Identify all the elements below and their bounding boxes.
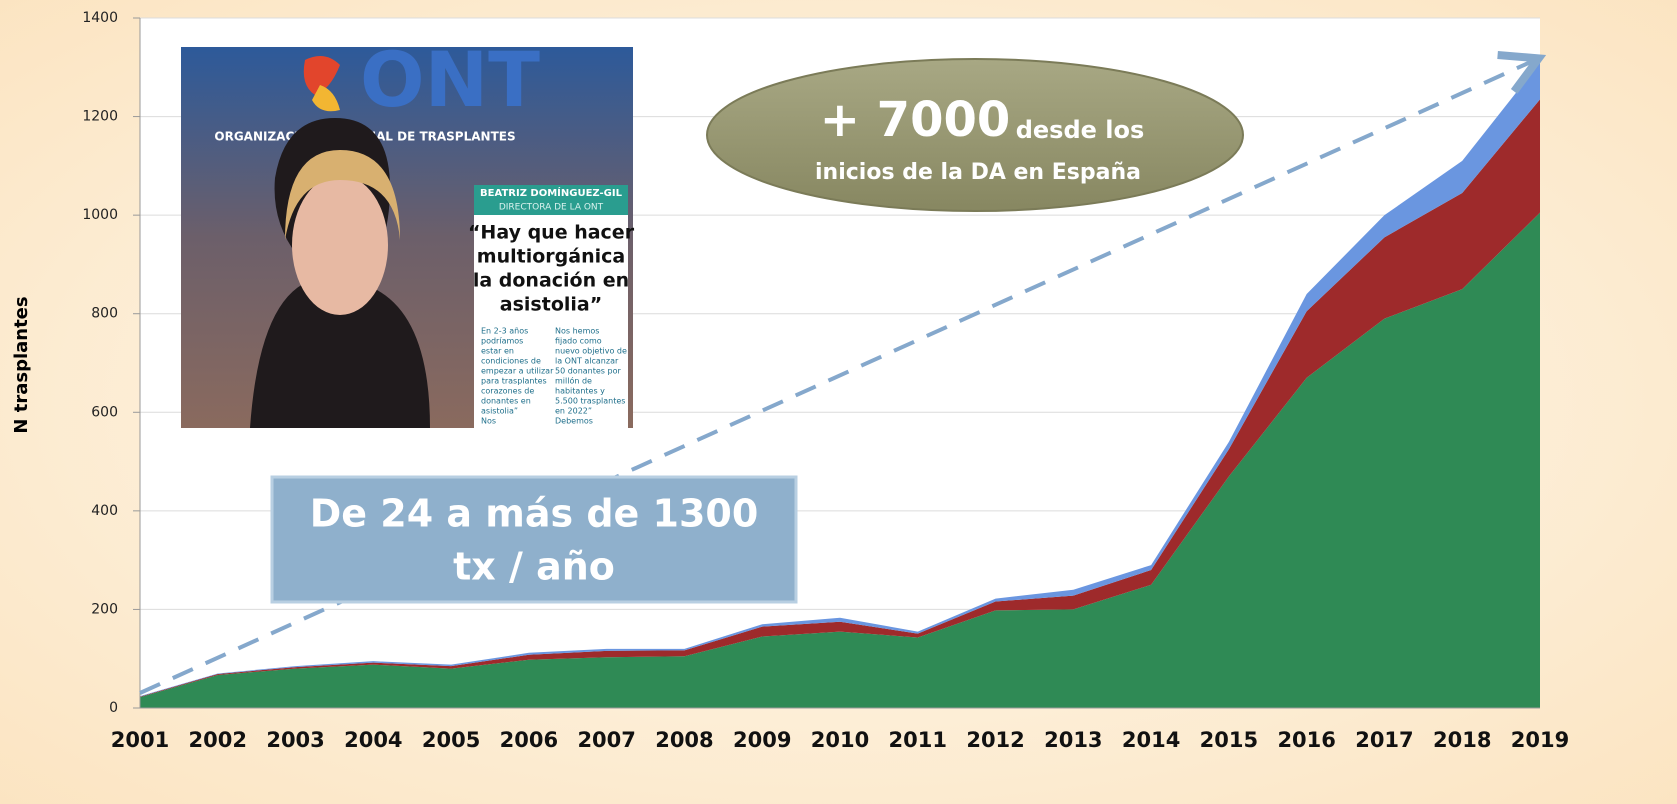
x-tick-label: 2017 xyxy=(1355,728,1413,752)
y-tick-label: 1000 xyxy=(82,207,118,223)
x-tick-label: 2012 xyxy=(966,728,1024,752)
x-tick-label: 2018 xyxy=(1433,728,1491,752)
hair xyxy=(285,150,400,240)
article-panel xyxy=(474,185,628,428)
highlight-ellipse xyxy=(706,58,1244,212)
annotation: desde los xyxy=(1016,116,1145,144)
x-tick-label: 2004 xyxy=(344,728,402,752)
article-header xyxy=(474,185,628,215)
x-tick-label: 2002 xyxy=(189,728,247,752)
y-tick-label: 600 xyxy=(91,404,118,420)
headline-line: la donación en xyxy=(473,270,629,292)
quote-line: millón de xyxy=(555,376,592,386)
x-tick-label: 2005 xyxy=(422,728,480,752)
quote-line: estar en xyxy=(481,347,514,356)
quote-line: la ONT alcanzar xyxy=(555,357,619,366)
x-tick-label: 2003 xyxy=(266,728,324,752)
annotation: tx / año xyxy=(453,545,615,589)
x-tick-label: 2014 xyxy=(1122,728,1180,752)
quote-line: nuevo objetivo de xyxy=(555,347,627,356)
y-tick-label: 400 xyxy=(91,503,118,519)
quote-line: 50 donantes por xyxy=(555,367,621,376)
quote-line: corazones de xyxy=(481,387,534,396)
quote-line: empezar a utilizar xyxy=(481,367,554,376)
x-tick-label: 2007 xyxy=(577,728,635,752)
x-tick-label: 2013 xyxy=(1044,728,1102,752)
x-tick-label: 2016 xyxy=(1277,728,1335,752)
y-tick-label: 200 xyxy=(91,601,118,617)
x-tick-label: 2001 xyxy=(111,728,169,752)
x-tick-label: 2008 xyxy=(655,728,713,752)
quote-line: donantes en xyxy=(481,397,531,406)
inset-photo: ONT ORGANIZACIÓN NACIONAL DE TRASPLANTES… xyxy=(181,35,635,428)
quote-line: para trasplantes xyxy=(481,377,547,386)
headline-line: asistolia” xyxy=(500,294,602,316)
highlight-box xyxy=(270,475,798,604)
y-tick-label: 1200 xyxy=(82,109,118,125)
quote-line: condiciones de xyxy=(481,357,541,366)
y-axis-label: N trasplantes xyxy=(11,296,32,433)
x-tick-label: 2006 xyxy=(500,728,558,752)
headline-line: “Hay que hacer xyxy=(468,222,635,244)
x-tick-label: 2015 xyxy=(1200,728,1258,752)
quote-line: En 2-3 años xyxy=(481,327,528,336)
quote-line: fijado como xyxy=(555,337,602,346)
x-tick-label: 2011 xyxy=(889,728,947,752)
article-name: BEATRIZ DOMÍNGUEZ-GIL xyxy=(480,186,623,199)
x-tick-label: 2019 xyxy=(1511,728,1569,752)
y-tick-label: 0 xyxy=(109,700,118,716)
headline-line: multiorgánica xyxy=(477,246,625,268)
face xyxy=(292,175,388,315)
quote-line: en 2022” xyxy=(555,407,592,416)
logo: ONT xyxy=(360,35,540,124)
annotation: De 24 a más de 1300 xyxy=(310,492,759,536)
y-tick-label: 800 xyxy=(91,306,118,322)
quote-line: podríamos xyxy=(481,337,523,346)
area xyxy=(140,212,1540,708)
x-tick-label: 2010 xyxy=(811,728,869,752)
quote-line: Nos hemos xyxy=(555,327,599,336)
quote-line: habitantes y xyxy=(555,387,605,396)
logo-icon xyxy=(303,56,340,95)
article-role: DIRECTORA DE LA ONT xyxy=(499,203,604,213)
quote-line: Debemos xyxy=(555,417,593,426)
annotation: inicios de la DA en España xyxy=(815,160,1141,185)
annotation: + 7000 xyxy=(820,92,1011,148)
quote-line: Nos xyxy=(481,417,496,426)
y-tick-label: 1400 xyxy=(82,10,118,26)
quote-line: asistolia” xyxy=(481,407,518,416)
area xyxy=(140,99,1540,698)
quote-line: 5.500 trasplantes xyxy=(555,397,625,406)
x-tick-label: 2009 xyxy=(733,728,791,752)
logo-icon xyxy=(312,85,340,112)
